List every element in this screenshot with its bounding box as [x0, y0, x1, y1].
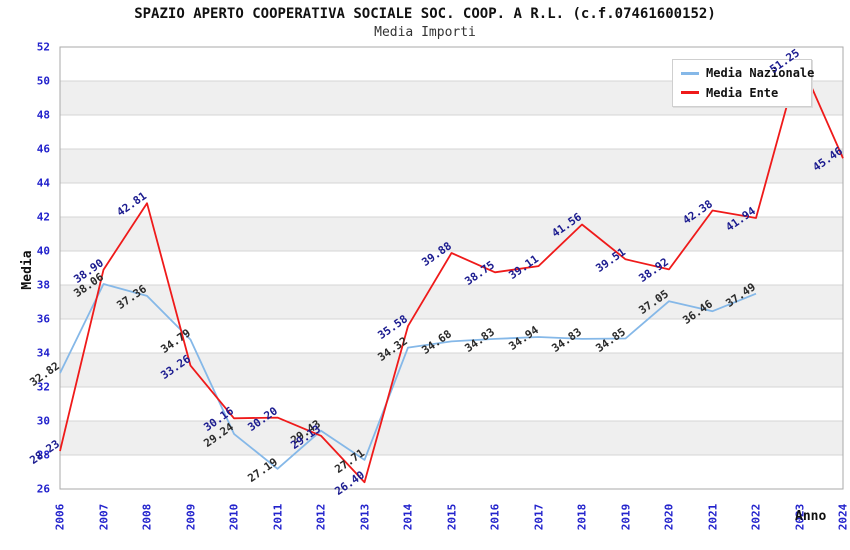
y-tick-label: 46 [36, 142, 50, 156]
y-tick-label: 40 [36, 244, 50, 258]
y-tick-label: 48 [36, 108, 50, 122]
x-tick-label: 2012 [314, 503, 328, 531]
x-tick-label: 2009 [184, 503, 197, 531]
y-tick-label: 34 [36, 346, 50, 360]
x-tick-label: 2016 [488, 503, 502, 531]
x-tick-label: 2024 [836, 503, 850, 531]
y-tick-label: 26 [36, 482, 50, 496]
ente-line-swatch-icon [681, 91, 699, 95]
y-axis-title: Media [20, 250, 36, 290]
plot-band [60, 353, 843, 387]
plot-band [60, 149, 843, 183]
y-tick-label: 38 [36, 278, 50, 292]
y-tick-label: 50 [36, 74, 50, 88]
y-tick-label: 36 [36, 312, 50, 326]
plot-border [59, 46, 844, 490]
y-tick-label: 32 [36, 380, 50, 394]
series-line-0 [59, 283, 757, 470]
nazionale-line-swatch-icon [681, 71, 699, 75]
x-tick-label: 2019 [619, 503, 632, 531]
x-tick-label: 2008 [140, 503, 154, 531]
x-tick-label: 2010 [227, 503, 241, 531]
x-tick-label: 2014 [401, 503, 415, 531]
x-tick-label: 2020 [662, 503, 676, 531]
legend-box: Media Nazionale Media Ente [672, 59, 815, 107]
x-tick-label: 2018 [575, 503, 589, 531]
series-line-1 [59, 58, 844, 484]
x-tick-label: 2007 [97, 503, 110, 531]
legend-item-ente: Media Ente [673, 86, 811, 100]
y-tick-label: 42 [36, 210, 50, 224]
y-tick-label: 28 [36, 448, 50, 462]
legend-label-ente: Media Ente [706, 85, 779, 100]
x-tick-label: 2017 [532, 503, 545, 531]
x-tick-label: 2011 [271, 503, 284, 531]
x-tick-label: 2022 [749, 503, 763, 531]
plot-band [60, 285, 843, 319]
chart-subtitle: Media Importi [374, 25, 476, 40]
y-tick-label: 44 [36, 176, 50, 190]
x-tick-label: 2013 [358, 503, 371, 531]
x-tick-label: 2006 [53, 503, 67, 531]
y-tick-label: 52 [36, 40, 50, 54]
x-tick-label: 2021 [706, 503, 719, 531]
x-axis-title: Anno [795, 509, 827, 524]
legend-item-nazionale: Media Nazionale [673, 66, 815, 81]
plot-band [60, 217, 843, 251]
x-tick-label: 2015 [445, 503, 458, 531]
chart-title: SPAZIO APERTO COOPERATIVA SOCIALE SOC. C… [134, 6, 716, 22]
legend-label-nazionale: Media Nazionale [706, 66, 815, 81]
y-tick-label: 30 [36, 414, 50, 428]
plot-band [60, 421, 843, 455]
